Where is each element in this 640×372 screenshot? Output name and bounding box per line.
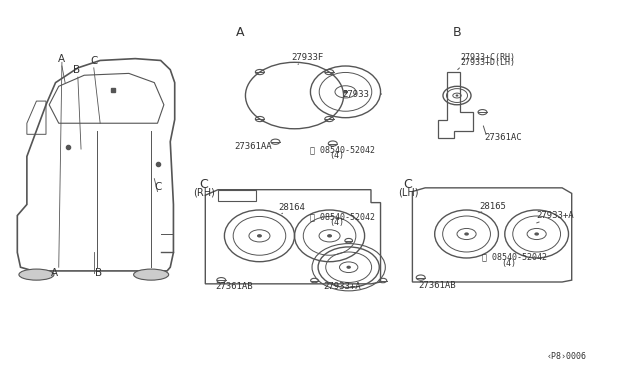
Text: 28164: 28164 [278, 203, 305, 212]
Ellipse shape [19, 269, 54, 280]
Text: 27361AC: 27361AC [484, 133, 522, 142]
Text: B: B [95, 269, 102, 279]
Text: ‹P8›0006: ‹P8›0006 [546, 352, 586, 361]
Circle shape [258, 235, 261, 237]
Text: 27933+D(LH): 27933+D(LH) [460, 58, 515, 67]
Text: 28165: 28165 [479, 202, 506, 211]
Text: C: C [154, 182, 162, 192]
Text: 27933+A: 27933+A [537, 212, 574, 221]
Text: A: A [236, 26, 244, 39]
Text: (RH): (RH) [193, 187, 215, 197]
Text: Ⓢ 08540-52042: Ⓢ 08540-52042 [310, 212, 376, 221]
Text: C: C [200, 178, 209, 191]
Text: 27933+A: 27933+A [323, 282, 361, 291]
Text: (4): (4) [330, 218, 344, 227]
Text: Ⓢ 08540-52042: Ⓢ 08540-52042 [483, 253, 547, 262]
Text: A: A [58, 54, 65, 64]
Text: Ⓢ 08540-52042: Ⓢ 08540-52042 [310, 145, 376, 154]
Text: (4): (4) [330, 151, 344, 160]
Circle shape [328, 235, 332, 237]
Text: B: B [73, 65, 80, 76]
Text: A: A [51, 269, 58, 279]
Ellipse shape [134, 269, 169, 280]
Text: 27933+C(RH): 27933+C(RH) [460, 53, 515, 62]
Circle shape [347, 266, 350, 268]
Text: (LH): (LH) [397, 187, 418, 197]
Text: C: C [404, 178, 412, 191]
Circle shape [456, 95, 458, 96]
Text: (4): (4) [502, 259, 516, 268]
Text: B: B [452, 26, 461, 39]
Circle shape [465, 233, 468, 235]
Text: C: C [90, 56, 97, 66]
Circle shape [344, 91, 348, 93]
Circle shape [535, 233, 538, 235]
Text: 27361AB: 27361AB [419, 280, 456, 289]
Text: 27933F: 27933F [291, 53, 324, 62]
Text: 27361AB: 27361AB [215, 282, 253, 291]
Text: 27933: 27933 [342, 90, 369, 99]
Text: 27361AA: 27361AA [234, 142, 271, 151]
